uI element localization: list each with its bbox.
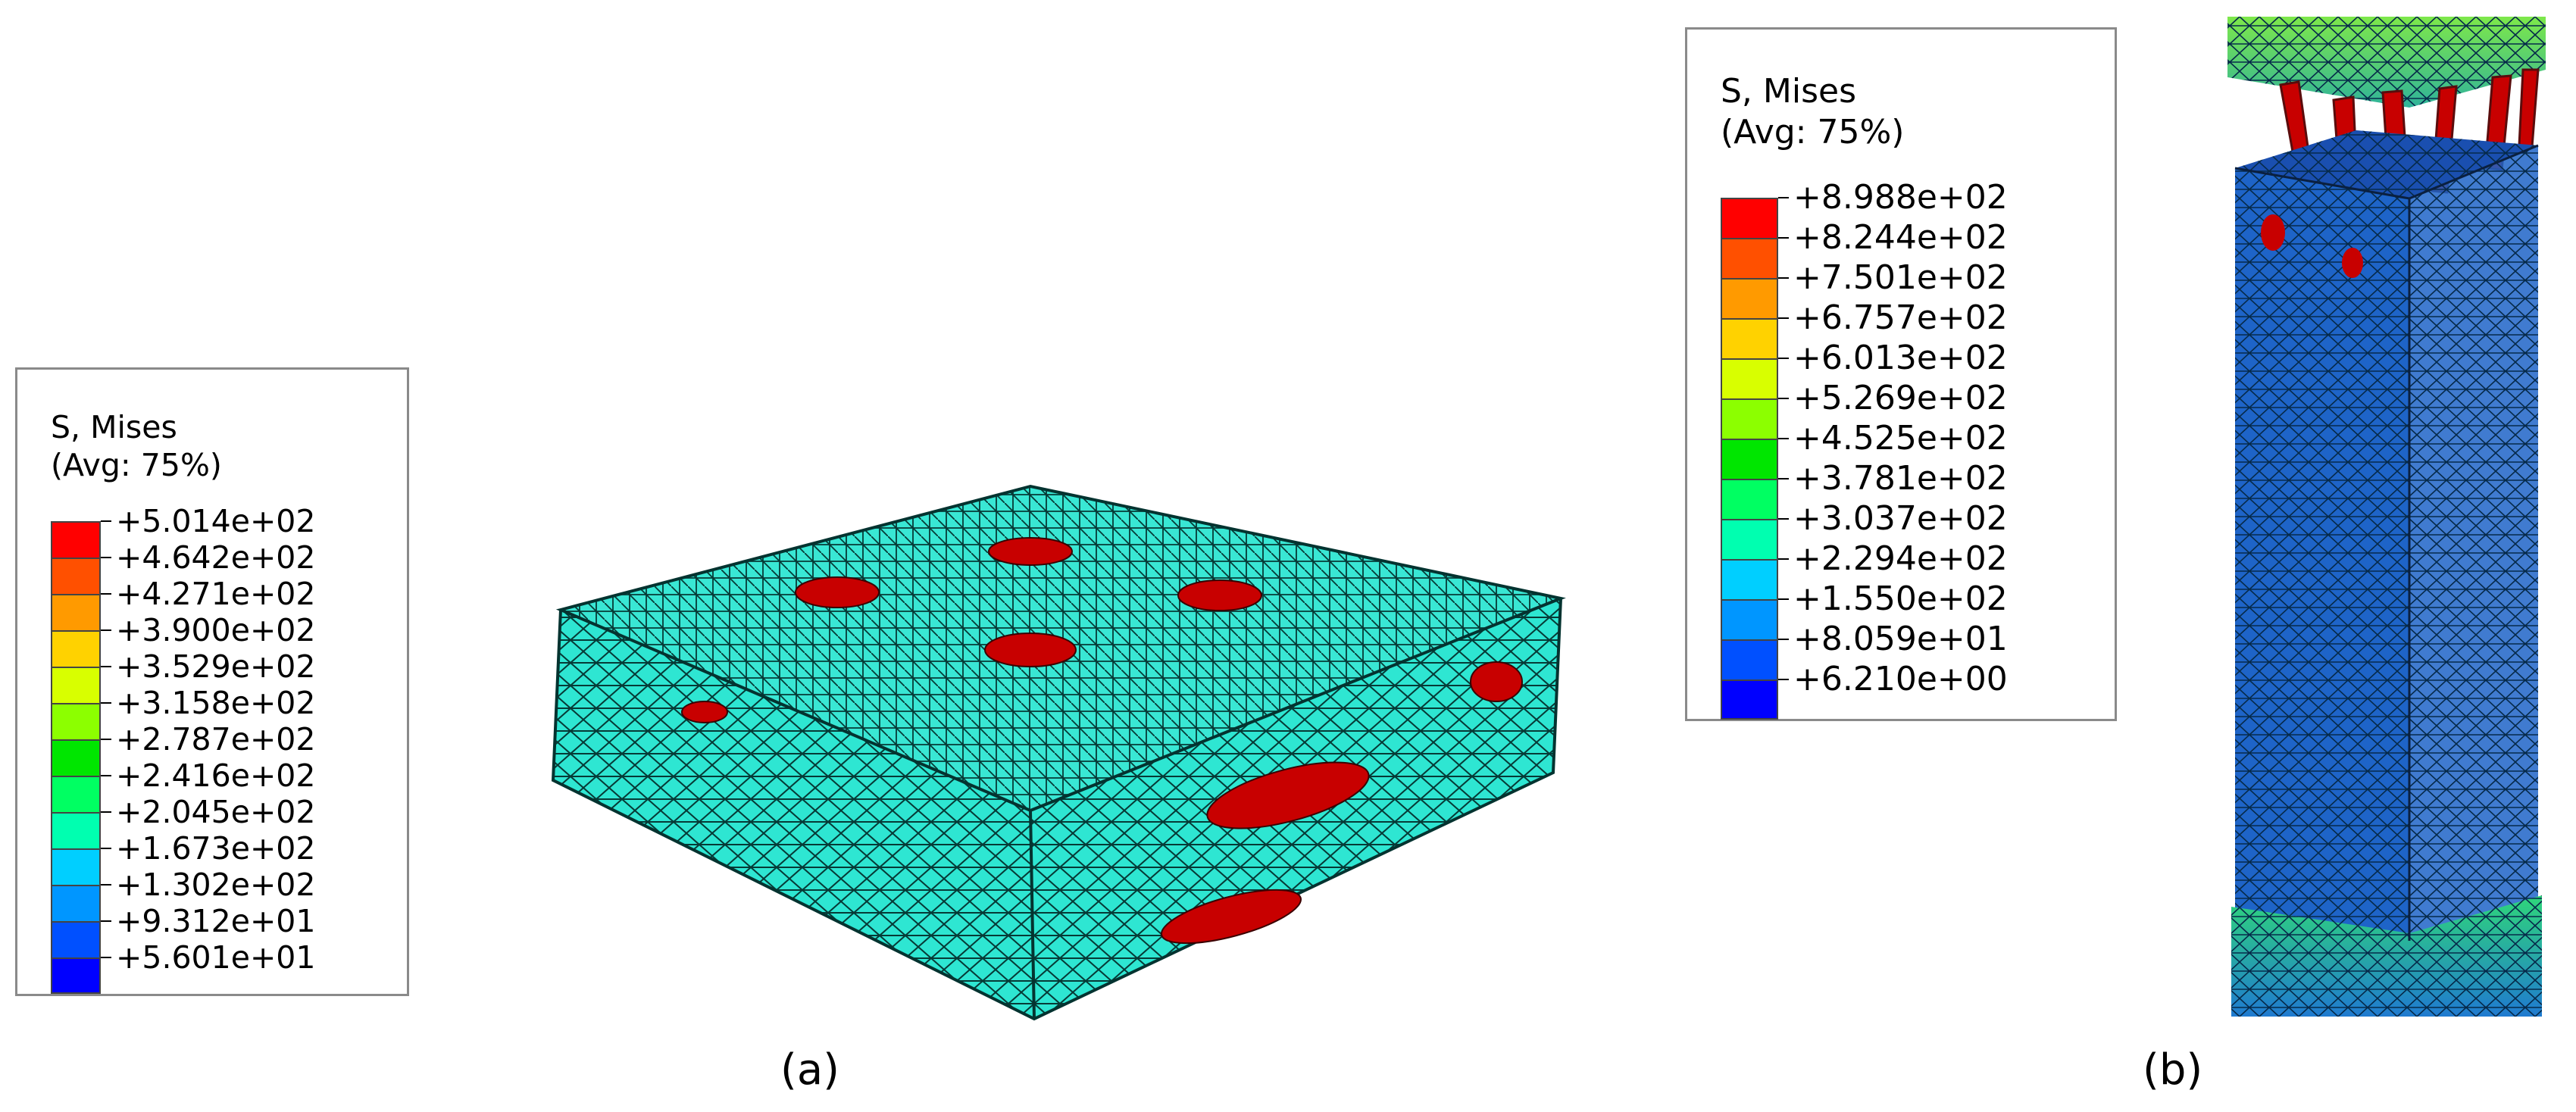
legend-tick xyxy=(101,520,111,522)
caption-a: (a) xyxy=(780,1045,840,1095)
legend-tick xyxy=(1778,398,1789,399)
legend-swatch xyxy=(1721,398,1778,439)
legend-tick xyxy=(1778,639,1789,640)
legend-swatch xyxy=(51,921,101,957)
legend-level-label: +8.244e+02 xyxy=(1793,218,2008,257)
fe-model-column xyxy=(2227,17,2546,1017)
legend-tick xyxy=(101,775,111,776)
legend-tick xyxy=(1778,679,1789,680)
legend-level-label: +3.900e+02 xyxy=(116,611,316,648)
legend-tick xyxy=(1778,358,1789,359)
legend-level-label: +2.294e+02 xyxy=(1793,539,2008,578)
legend-level-label: +6.013e+02 xyxy=(1793,339,2008,377)
legend-tick xyxy=(1778,317,1789,319)
legend-tick xyxy=(101,848,111,849)
legend-tick xyxy=(101,557,111,558)
legend-swatch xyxy=(1721,639,1778,679)
legend-swatch xyxy=(51,776,101,812)
legend-tick xyxy=(101,629,111,631)
legend-swatch xyxy=(51,594,101,630)
legend-swatch xyxy=(51,739,101,776)
legend-tick xyxy=(101,811,111,813)
legend-level-label: +5.269e+02 xyxy=(1793,379,2008,417)
legend-level-label: +1.550e+02 xyxy=(1793,579,2008,618)
legend-tick xyxy=(1778,197,1789,198)
legend-swatch xyxy=(51,630,101,667)
legend-swatch xyxy=(1721,519,1778,559)
legend-level-label: +8.059e+01 xyxy=(1793,620,2008,658)
legend-tick xyxy=(101,884,111,886)
column-stress-spots xyxy=(2261,214,2363,278)
legend-tick xyxy=(1778,598,1789,600)
legend-swatch xyxy=(1721,278,1778,318)
legend-level-label: +1.673e+02 xyxy=(116,829,316,867)
legend-level-label: +5.601e+01 xyxy=(116,939,316,976)
legend-tick xyxy=(101,739,111,740)
legend-swatch xyxy=(1721,238,1778,278)
legend-tick xyxy=(1778,237,1789,239)
legend-a-subtitle: (Avg: 75%) xyxy=(51,447,222,483)
legend-level-label: +3.158e+02 xyxy=(116,684,316,721)
legend-swatch xyxy=(51,848,101,885)
legend-tick xyxy=(1778,518,1789,520)
legend-swatch xyxy=(1721,439,1778,479)
legend-level-label: +9.312e+01 xyxy=(116,902,316,939)
fe-model-slab xyxy=(551,484,1566,1021)
legend-level-label: +6.210e+00 xyxy=(1793,660,2008,698)
legend-b-subtitle: (Avg: 75%) xyxy=(1721,113,1905,151)
legend-swatch xyxy=(1721,479,1778,519)
legend-swatch xyxy=(1721,318,1778,358)
legend-level-label: +7.501e+02 xyxy=(1793,258,2008,297)
legend-swatch xyxy=(51,521,101,558)
legend-tick xyxy=(101,920,111,922)
legend-swatch xyxy=(51,667,101,703)
legend-tick xyxy=(1778,558,1789,560)
legend-a-title: S, Mises xyxy=(51,409,177,445)
legend-b-title: S, Mises xyxy=(1721,72,1857,111)
legend-tick xyxy=(1778,478,1789,479)
legend-level-label: +2.416e+02 xyxy=(116,757,316,794)
legend-level-label: +3.781e+02 xyxy=(1793,459,2008,498)
legend-swatch xyxy=(1721,679,1778,720)
legend-tick xyxy=(101,957,111,958)
legend-level-label: +6.757e+02 xyxy=(1793,298,2008,337)
legend-level-label: +5.014e+02 xyxy=(116,502,316,539)
legend-panel-b: S, Mises (Avg: 75%) +8.988e+02 +8.244e+02… xyxy=(1685,27,2117,721)
legend-tick xyxy=(101,702,111,704)
legend-level-label: +3.037e+02 xyxy=(1793,499,2008,538)
legend-level-label: +2.045e+02 xyxy=(116,793,316,830)
legend-swatch xyxy=(1721,599,1778,639)
rebar-contact-spots xyxy=(681,537,1523,945)
legend-tick xyxy=(101,593,111,595)
legend-swatch xyxy=(51,558,101,594)
legend-panel-a: S, Mises (Avg: 75%) +5.014e+02 +4.642e+02… xyxy=(15,367,409,996)
legend-swatch xyxy=(1721,198,1778,238)
legend-level-label: +4.642e+02 xyxy=(116,539,316,576)
legend-level-label: +4.525e+02 xyxy=(1793,419,2008,458)
legend-tick xyxy=(1778,277,1789,279)
legend-swatch xyxy=(51,885,101,921)
legend-swatch xyxy=(51,812,101,848)
legend-swatch xyxy=(1721,559,1778,599)
legend-level-label: +8.988e+02 xyxy=(1793,178,2008,217)
legend-swatch xyxy=(51,957,101,994)
caption-b: (b) xyxy=(2143,1045,2203,1095)
legend-swatch xyxy=(1721,358,1778,398)
legend-tick xyxy=(1778,438,1789,439)
legend-tick xyxy=(101,666,111,667)
legend-level-label: +1.302e+02 xyxy=(116,866,316,903)
legend-level-label: +3.529e+02 xyxy=(116,648,316,685)
legend-swatch xyxy=(51,703,101,739)
legend-level-label: +2.787e+02 xyxy=(116,720,316,757)
legend-level-label: +4.271e+02 xyxy=(116,575,316,612)
